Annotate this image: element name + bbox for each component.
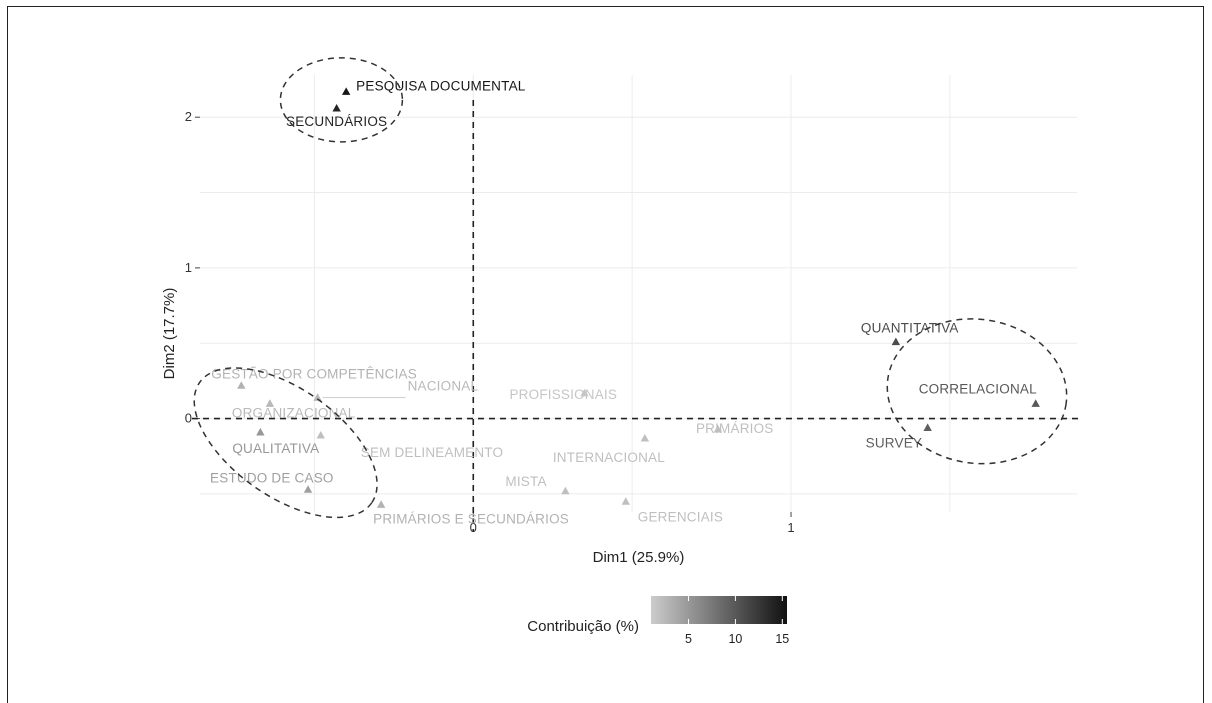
point-label: GESTÃO POR COMPETÊNCIAS — [211, 366, 417, 381]
cluster-ellipse — [193, 367, 378, 519]
point-label: ESTUDO DE CASO — [210, 470, 334, 485]
y-tick-label: 2 — [185, 109, 192, 124]
data-point — [561, 486, 570, 495]
point-label: PRIMÁRIOS — [696, 421, 774, 436]
figure-frame — [7, 6, 1204, 703]
data-point — [237, 381, 246, 389]
point-label: SEM DELINEAMENTO — [361, 445, 503, 460]
point-label: CORRELACIONAL — [919, 382, 1037, 397]
x-tick-label: 1 — [787, 520, 794, 535]
y-tick-label: 0 — [185, 411, 192, 426]
point-label: PRIMÁRIOS E SECUNDÁRIOS — [373, 511, 569, 526]
data-point — [303, 485, 313, 493]
point-label: QUANTITATIVA — [861, 321, 959, 336]
point-label: PROFISSIONAIS — [509, 387, 617, 402]
cluster-ellipse — [279, 57, 404, 143]
data-point — [580, 388, 589, 397]
data-point — [1031, 399, 1040, 407]
point-label: ORGANIZACIONAL — [232, 406, 356, 421]
point-label: NACIONAL — [408, 378, 479, 393]
data-point — [891, 337, 901, 346]
point-label: SURVEY — [866, 436, 922, 451]
point-label: SECUNDÁRIOS — [286, 114, 387, 129]
data-point — [640, 433, 650, 442]
data-point — [332, 103, 341, 112]
cluster-ellipse — [886, 318, 1068, 465]
point-label: QUALITATIVA — [232, 441, 319, 456]
data-point — [313, 393, 322, 401]
data-point — [621, 497, 630, 505]
data-point — [923, 423, 932, 431]
data-point — [316, 430, 325, 439]
data-point — [713, 424, 723, 433]
point-label: INTERNACIONAL — [553, 450, 665, 465]
legend-title: Contribuição (%) — [527, 618, 639, 635]
y-tick-label: 1 — [185, 260, 192, 275]
legend-tick-label: 10 — [728, 632, 742, 646]
y-axis-title: Dim2 (17.7%) — [161, 288, 178, 380]
data-point — [265, 399, 275, 407]
legend-tick-label: 15 — [775, 632, 789, 646]
data-point — [376, 500, 386, 508]
data-point — [256, 427, 265, 436]
legend-colorbar — [651, 596, 787, 624]
legend-tick-label: 5 — [685, 632, 692, 646]
point-label: GERENCIAIS — [638, 509, 723, 524]
point-label: PESQUISA DOCUMENTAL — [356, 79, 526, 94]
x-tick-label: 0 — [470, 520, 477, 535]
x-axis-title: Dim1 (25.9%) — [593, 549, 685, 566]
data-point — [341, 87, 351, 95]
point-label: MISTA — [505, 474, 546, 489]
